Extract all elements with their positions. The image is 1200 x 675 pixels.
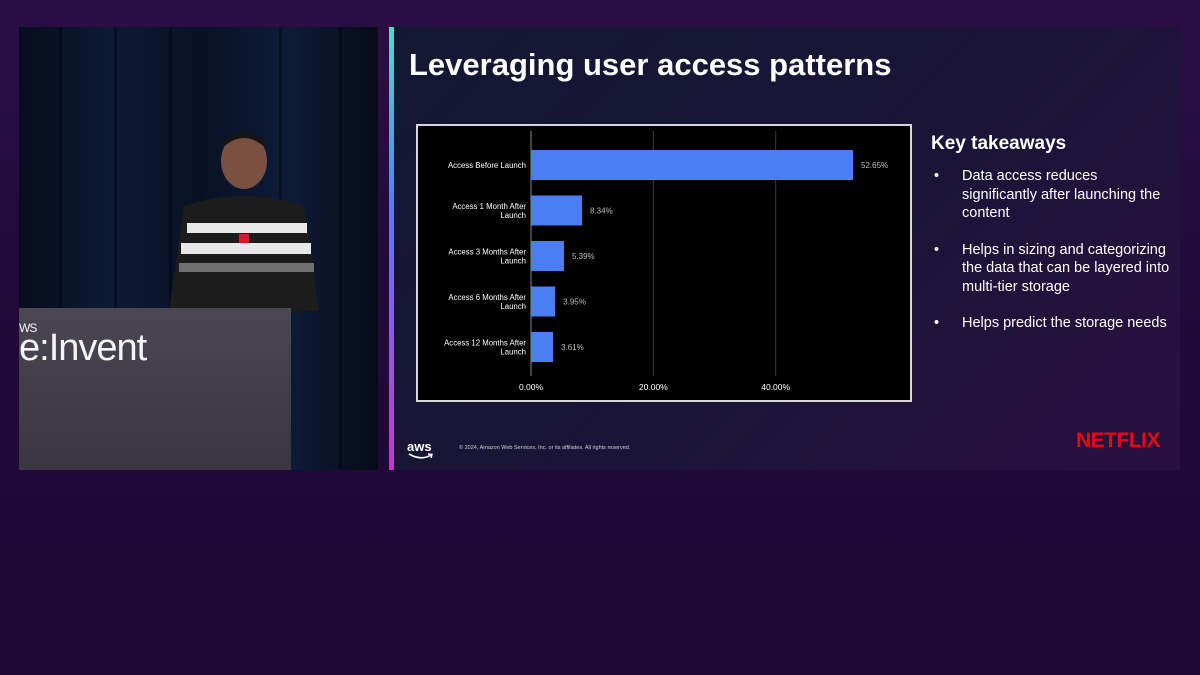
reinvent-logo: WS e:Invent (19, 321, 147, 370)
category-label: Access 1 Month After Launch (452, 202, 526, 220)
takeaways-heading: Key takeaways (931, 133, 1067, 154)
copyright-notice: © 2024, Amazon Web Services, Inc. or its… (459, 445, 631, 451)
bar-value-label: 5.39% (572, 252, 595, 261)
curtain-fold (339, 27, 342, 470)
lapel-mic (239, 234, 249, 243)
slide-title: Leveraging user access patterns (409, 47, 892, 82)
aws-smile-icon (408, 453, 433, 459)
bar-value-label: 8.34% (590, 207, 613, 216)
category-label-line: Access 6 Months After (448, 293, 526, 302)
takeaways-list: • Data access reduces significantly after… (931, 167, 1171, 333)
speaker-video: WS e:Invent (19, 27, 378, 470)
x-tick-label: 40.00% (761, 382, 790, 392)
bar (531, 332, 554, 362)
aws-logo-text: aws (407, 439, 432, 454)
bar-value-label: 3.95% (563, 298, 586, 307)
category-label-line: Launch (500, 211, 526, 220)
category-label: Access Before Launch (448, 161, 526, 170)
bar-chart-frame: 0.00% 20.00% 40.00% 52.65% Access Before Lau… (416, 124, 912, 402)
curtain-fold (169, 27, 172, 470)
category-label-line: Launch (500, 302, 526, 311)
bullet: • (934, 241, 940, 258)
takeaway-item: • Data access reduces significantly after… (931, 167, 1171, 223)
takeaway-text: Helps predict the storage needs (962, 315, 1167, 331)
bar (531, 286, 556, 317)
speaker-head (221, 133, 267, 189)
bar-chart: 0.00% 20.00% 40.00% 52.65% Access Before Lau… (444, 131, 888, 392)
category-label-line: Launch (500, 348, 526, 357)
category-label-line: Access Before Launch (448, 161, 526, 170)
takeaway-item: • Helps in sizing and categorizing the da… (931, 241, 1171, 297)
bar-value-label: 52.65% (861, 161, 888, 170)
category-label: Access 6 Months After Launch (448, 293, 526, 311)
x-tick-label: 20.00% (639, 382, 668, 392)
curtain-fold (59, 27, 62, 470)
key-takeaways: Key takeaways • Data access reduces signi… (931, 133, 1171, 351)
bullet: • (934, 168, 940, 184)
takeaway-text: Helps in sizing and categorizing the dat… (962, 241, 1170, 295)
reinvent-logo-prefix: WS (19, 321, 37, 335)
takeaway-item: • Helps predict the storage needs (931, 314, 1171, 333)
bullet: • (934, 315, 940, 331)
slide-accent-edge (389, 27, 394, 470)
takeaway-text: Data access reduces significantly after … (962, 168, 1161, 221)
presentation-slide: Leveraging user access patterns 0.00% 20.… (389, 27, 1180, 470)
bar (531, 150, 854, 180)
bar (531, 241, 564, 271)
category-label-line: Access 3 Months After (448, 248, 526, 257)
category-label: Access 12 Months After Launch (444, 339, 526, 357)
category-label: Access 3 Months After Launch (448, 248, 526, 266)
podium (19, 308, 291, 470)
speaker-figure (169, 132, 319, 311)
aws-logo: aws (407, 439, 433, 459)
netflix-logo: NETFLIX (1076, 429, 1161, 452)
curtain-fold (114, 27, 117, 470)
bar-value-label: 3.61% (561, 343, 584, 352)
reinvent-logo-text: e:Invent (19, 327, 147, 369)
category-label-line: Access 1 Month After (452, 202, 526, 211)
bar (531, 195, 583, 226)
x-tick-label: 0.00% (519, 382, 544, 392)
category-label-line: Access 12 Months After (444, 339, 526, 348)
category-label-line: Launch (500, 257, 526, 266)
